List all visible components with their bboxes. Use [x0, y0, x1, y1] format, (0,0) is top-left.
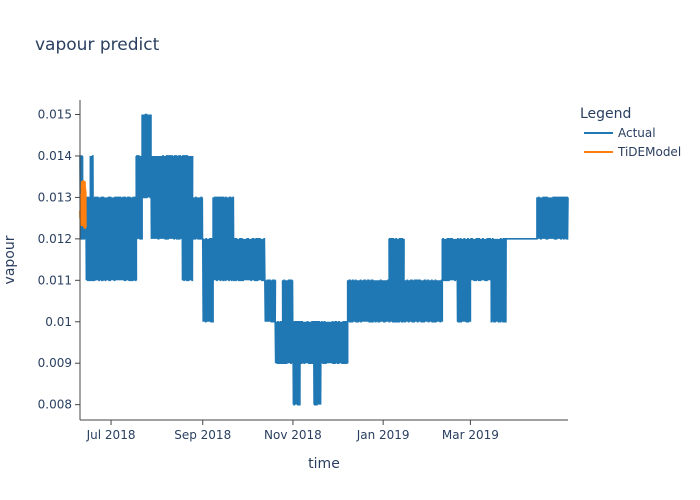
- series-tidemodel-line: [79, 180, 87, 229]
- legend-item-actual[interactable]: Actual: [584, 126, 656, 140]
- x-tick-label: Sep 2018: [174, 428, 231, 442]
- series-actual-line: [79, 113, 569, 406]
- y-tick-label: 0.013: [38, 190, 72, 204]
- x-ticks: Jul 2018 Sep 2018 Nov 2018 Jan 2019 Mar 2019: [86, 420, 499, 442]
- legend: Legend Actual TiDEModel: [580, 106, 681, 159]
- x-tick-label: Mar 2019: [442, 428, 499, 442]
- x-tick-label: Jul 2018: [86, 428, 136, 442]
- legend-item-tidemodel[interactable]: TiDEModel: [584, 145, 681, 159]
- x-axis-title: time: [308, 456, 340, 472]
- legend-label-actual: Actual: [618, 126, 656, 140]
- legend-title: Legend: [580, 106, 631, 122]
- y-tick-label: 0.01: [45, 315, 72, 329]
- x-tick-label: Jan 2019: [356, 428, 410, 442]
- y-tick-label: 0.014: [38, 149, 72, 163]
- plot-area: [79, 113, 569, 406]
- y-tick-label: 0.008: [38, 398, 72, 412]
- y-tick-label: 0.015: [38, 108, 72, 122]
- y-tick-label: 0.009: [38, 356, 72, 370]
- y-tick-label: 0.011: [38, 273, 72, 287]
- y-axis-title: vapour: [2, 235, 18, 284]
- x-tick-label: Nov 2018: [264, 428, 322, 442]
- y-tick-label: 0.012: [38, 232, 72, 246]
- legend-label-tidemodel: TiDEModel: [617, 145, 681, 159]
- chart-title: vapour predict: [35, 35, 160, 55]
- y-ticks: 0.008 0.009 0.01 0.011 0.012 0.013 0.014 0.015: [38, 108, 80, 412]
